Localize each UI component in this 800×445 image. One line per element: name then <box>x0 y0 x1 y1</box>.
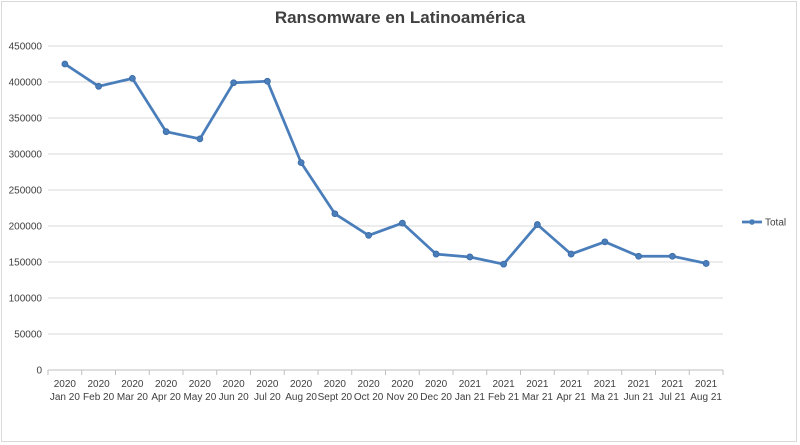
y-tick-label: 150000 <box>9 258 43 269</box>
y-tick-label: 250000 <box>9 186 43 197</box>
x-tick-label-month: Nov 20 <box>387 392 419 403</box>
y-tick-label: 300000 <box>9 150 43 161</box>
data-point <box>601 238 609 246</box>
x-tick-label-month: Feb 21 <box>488 392 520 403</box>
x-tick-label-year: 2021 <box>594 379 617 390</box>
x-tick-label-year: 2020 <box>121 379 144 390</box>
gridlines <box>48 45 723 371</box>
x-tick-label-year: 2021 <box>459 379 482 390</box>
y-tick-label: 50000 <box>14 330 42 341</box>
x-tick-label-month: Ma 21 <box>591 392 619 403</box>
x-tick-label-month: Aug 21 <box>690 392 722 403</box>
x-tick-label-year: 2021 <box>661 379 684 390</box>
data-point <box>500 260 508 268</box>
x-tick-label-month: Jun 20 <box>219 392 249 403</box>
x-tick-label-month: Mar 21 <box>522 392 554 403</box>
x-tick-label-year: 2021 <box>695 379 718 390</box>
series-line <box>63 62 708 266</box>
x-tick-label-year: 2021 <box>628 379 651 390</box>
y-tick-label: 0 <box>36 366 42 377</box>
x-tick-label-year: 2020 <box>391 379 414 390</box>
data-point <box>297 159 305 167</box>
data-point <box>466 253 474 261</box>
legend-label: Total <box>765 218 786 229</box>
data-point <box>331 210 339 218</box>
x-tick-label-month: May 20 <box>183 392 216 403</box>
data-point <box>365 231 373 239</box>
data-point <box>702 260 710 267</box>
data-point <box>162 128 170 136</box>
x-tick-label-year: 2020 <box>358 379 381 390</box>
legend-marker <box>749 219 755 225</box>
x-tick-label-month: Feb 20 <box>83 392 115 403</box>
data-point <box>61 60 69 68</box>
x-tick-label-month: Jan 21 <box>455 392 485 403</box>
x-tick-label-month: Aug 20 <box>285 392 317 403</box>
data-point <box>263 77 271 85</box>
x-tick-label-month: Apr 21 <box>556 392 586 403</box>
x-tick-label-month: Jun 21 <box>624 392 654 403</box>
x-tick-label-year: 2020 <box>256 379 279 390</box>
y-tick-label: 450000 <box>9 42 43 53</box>
x-tick-label-month: Jul 20 <box>254 392 281 403</box>
data-point <box>398 219 406 227</box>
data-point <box>635 252 643 260</box>
x-tick-label-year: 2020 <box>54 379 77 390</box>
y-tick-label: 200000 <box>9 222 43 233</box>
x-tick-label-year: 2020 <box>223 379 246 390</box>
x-axis-ticks: 2020 Jan 20 2020 Feb 20 2020 Mar 20 2020 Apr 20… <box>47 370 724 403</box>
y-axis-ticks: 0 50000 100000 150000 200000 250000 300000 3500… <box>9 42 43 377</box>
x-tick-label-year: 2021 <box>560 379 583 390</box>
data-point <box>432 250 440 258</box>
data-point <box>230 79 238 87</box>
y-tick-label: 100000 <box>9 294 43 305</box>
x-tick-label-year: 2020 <box>155 379 178 390</box>
series-total <box>61 60 710 268</box>
data-point <box>128 75 136 82</box>
data-point <box>533 221 541 228</box>
x-tick-label-year: 2020 <box>189 379 212 390</box>
x-tick-label-month: Jan 20 <box>50 392 80 403</box>
x-tick-label-month: Dec 20 <box>420 392 452 403</box>
x-tick-label-month: Oct 20 <box>354 392 384 403</box>
data-point <box>196 135 204 143</box>
data-point <box>668 252 676 260</box>
x-tick-label-year: 2021 <box>526 379 549 390</box>
x-tick-label-month: Jul 21 <box>659 392 686 403</box>
x-tick-label-month: Mar 20 <box>117 392 149 403</box>
legend: Total <box>742 218 786 229</box>
chart-title: Ransomware en Latinoamérica <box>274 8 526 27</box>
x-tick-label-year: 2020 <box>88 379 111 390</box>
data-point <box>567 250 575 258</box>
y-tick-label: 350000 <box>9 114 43 125</box>
x-tick-label-year: 2021 <box>493 379 516 390</box>
x-tick-label-year: 2020 <box>324 379 347 390</box>
x-tick-label-year: 2020 <box>425 379 448 390</box>
data-point <box>95 82 103 90</box>
x-tick-label-month: Sept 20 <box>318 392 353 403</box>
y-tick-label: 400000 <box>9 78 43 89</box>
x-tick-label-year: 2020 <box>290 379 313 390</box>
x-tick-label-month: Apr 20 <box>151 392 181 403</box>
